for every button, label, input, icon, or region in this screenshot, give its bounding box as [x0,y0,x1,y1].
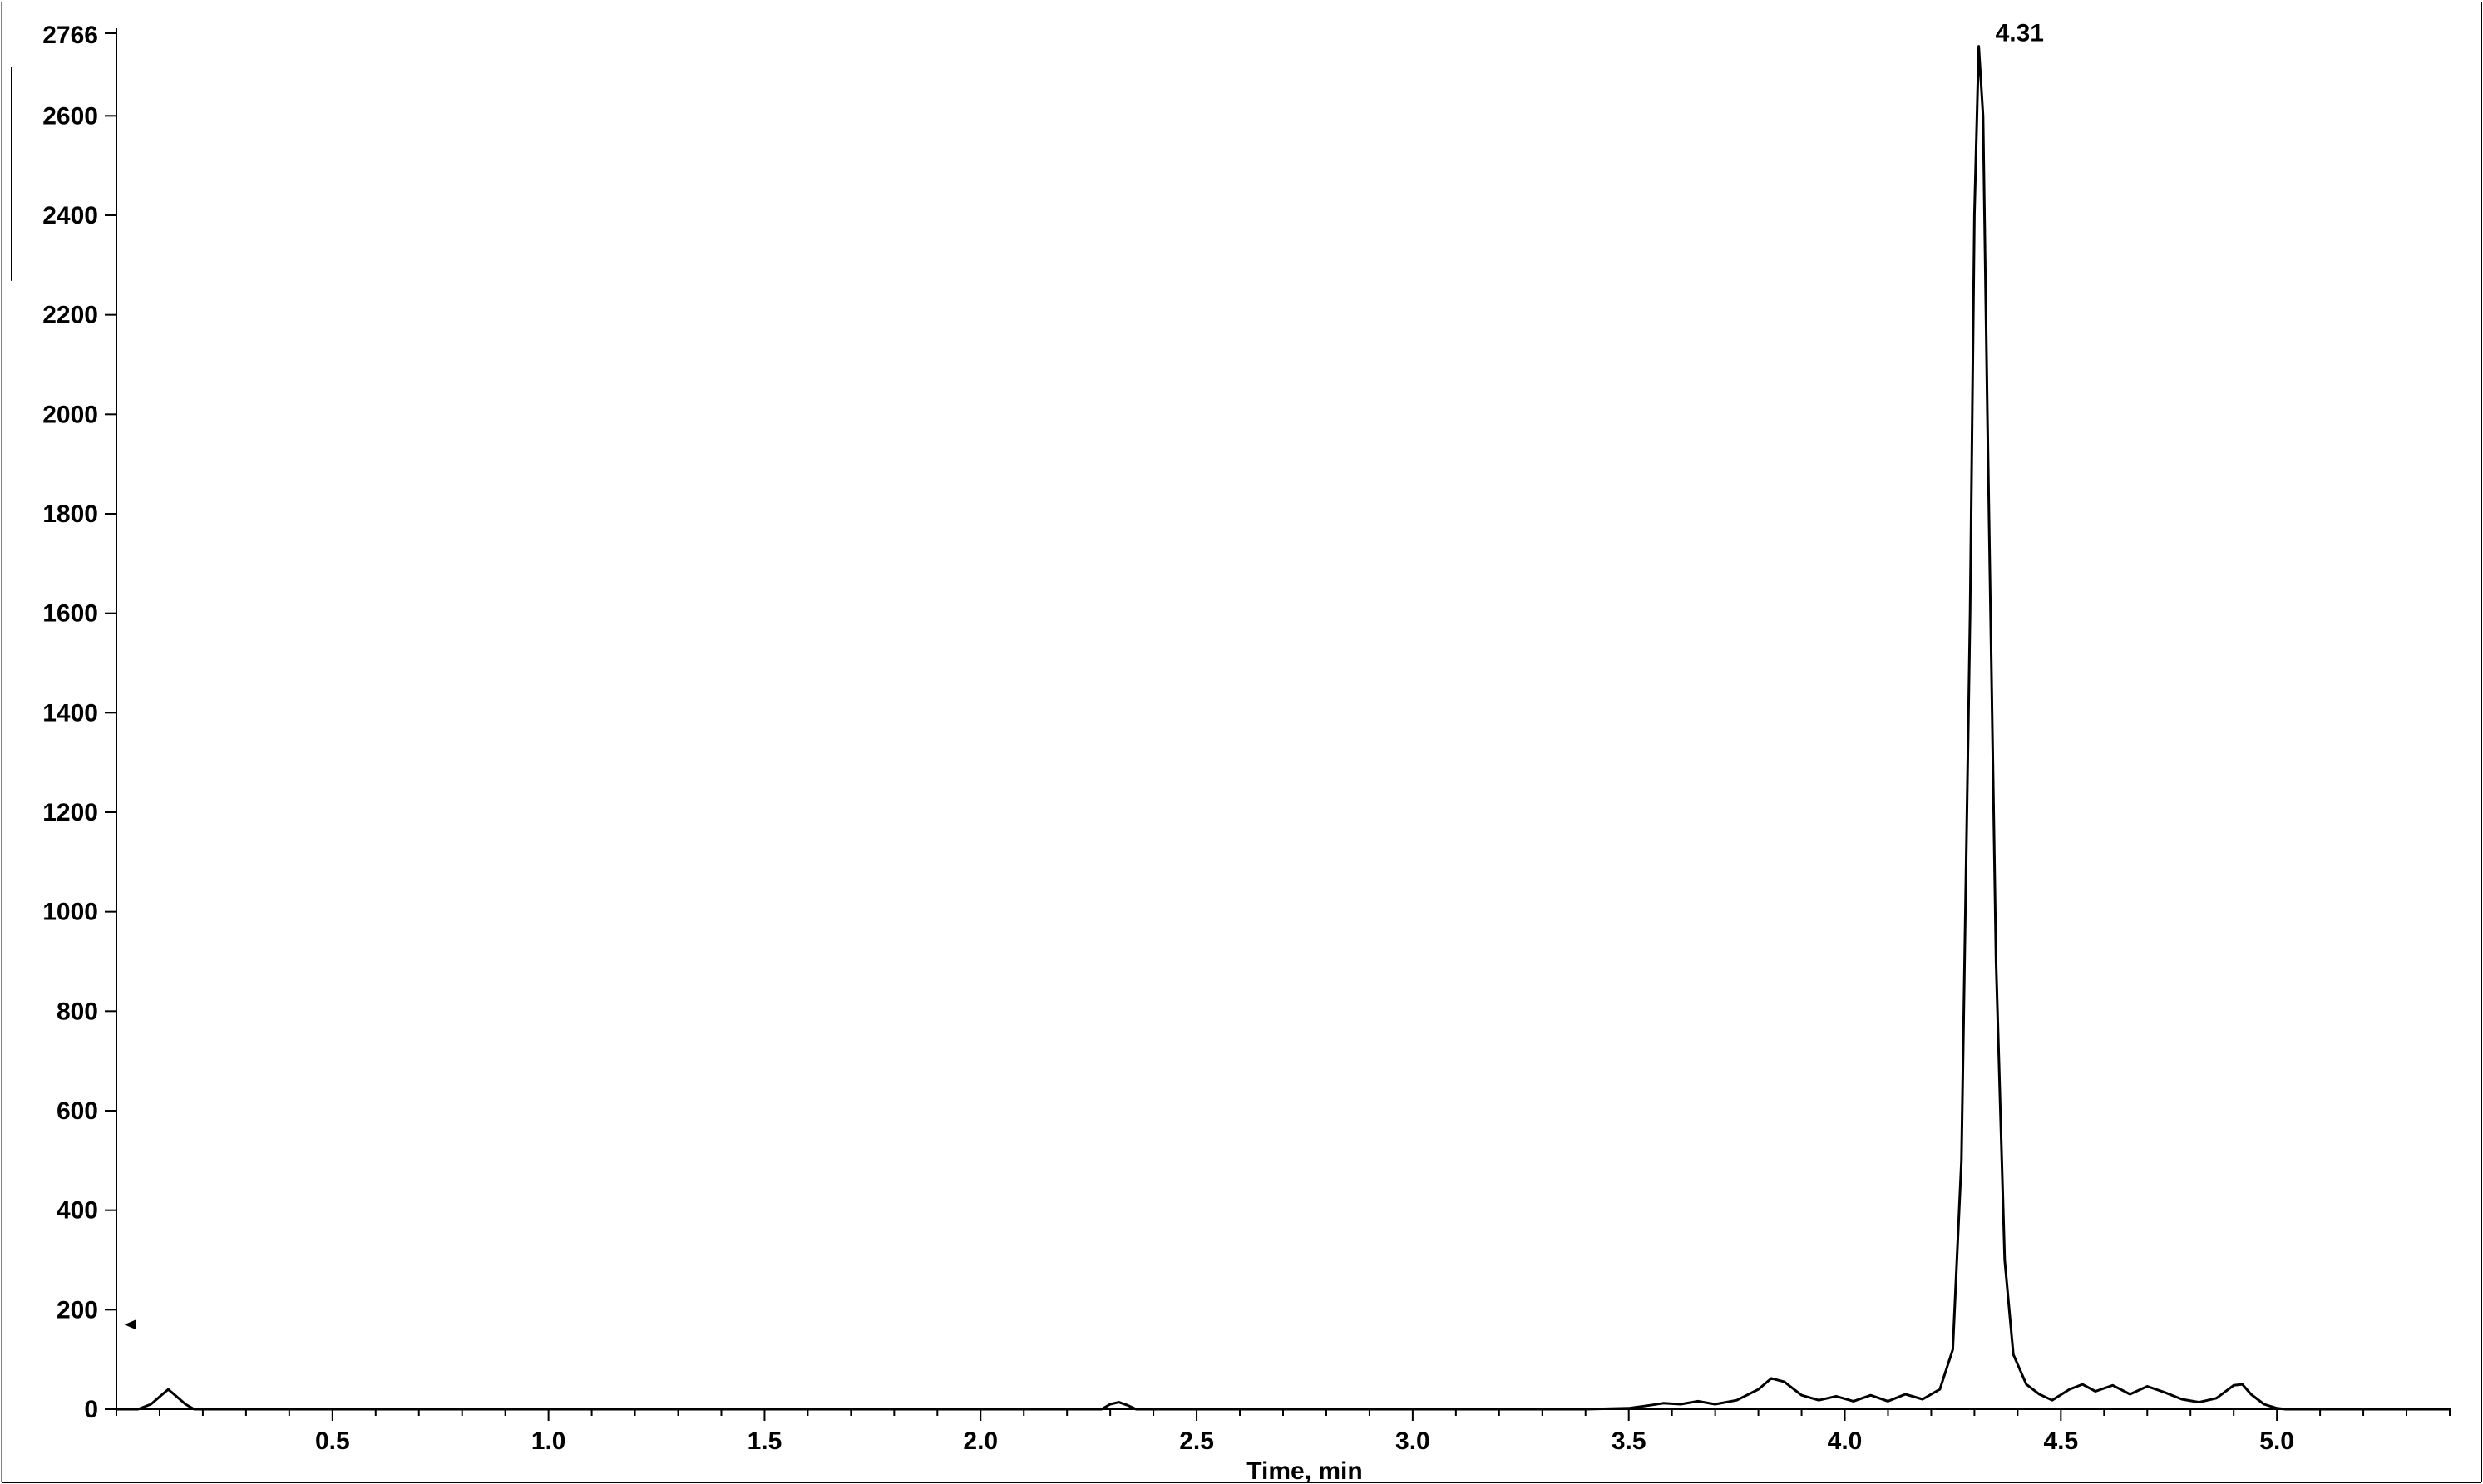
x-tick-label: 4.5 [2043,1427,2078,1455]
y-tick-label: 2400 [42,202,98,229]
x-tick-label: 1.0 [531,1427,566,1455]
y-tick-label: 0 [84,1396,98,1423]
y-tick-label: 400 [57,1197,98,1225]
x-tick-label: 1.5 [748,1427,782,1455]
y-tick-label: 1800 [42,500,98,528]
y-tick-label: 200 [57,1296,98,1324]
x-tick-label: 5.0 [2259,1427,2294,1455]
x-tick-label: 2.5 [1179,1427,1214,1455]
x-tick-label: 4.0 [1828,1427,1863,1455]
y-tick-label: 2000 [42,401,98,428]
chromatogram-chart: 0 200 400 600 800 1000 1200 1400 1600 1800 2000 220… [0,0,2483,1484]
y-tick-label: 1600 [42,600,98,628]
y-tick-label: 2200 [42,302,98,329]
peak-label: 4.31 [1996,20,2044,47]
y-tick-label: 1400 [42,699,98,727]
y-tick-label: 1200 [42,799,98,826]
chart-svg: 0 200 400 600 800 1000 1200 1400 1600 1800 2000 220… [0,0,2483,1484]
x-tick-label: 3.0 [1395,1427,1430,1455]
y-tick-label: 1000 [42,899,98,926]
x-axis-label: Time, min [1246,1457,1362,1484]
y-max-label: 2766 [42,22,98,49]
y-tick-label: 2600 [42,102,98,130]
y-tick-label: 600 [57,1097,98,1125]
x-tick-label: 3.5 [1612,1427,1646,1455]
y-tick-label: 800 [57,998,98,1025]
x-tick-label: 0.5 [315,1427,350,1455]
x-tick-label: 2.0 [963,1427,998,1455]
